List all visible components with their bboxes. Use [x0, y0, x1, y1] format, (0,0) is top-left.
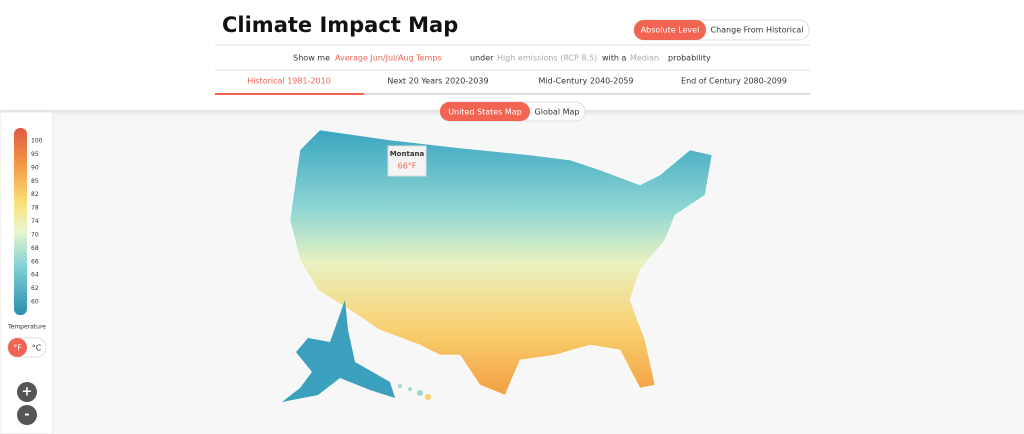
legend-label: 70 [31, 231, 39, 238]
label: with a [602, 54, 627, 63]
map-option[interactable]: Global Map [535, 108, 580, 117]
mode-option[interactable]: Change From Historical [710, 26, 803, 35]
unit-option[interactable]: °C [32, 344, 42, 353]
tabs: Historical 1981-2010 Next 20 Years 2020-2… [247, 77, 787, 86]
zoom-in-label[interactable]: + [22, 385, 33, 400]
tooltip-region: Montana [390, 150, 425, 158]
legend-label: 85 [31, 178, 39, 185]
map-active[interactable] [440, 102, 530, 121]
label: Show me [293, 54, 330, 63]
zoom-out[interactable] [17, 405, 37, 425]
tab[interactable]: Next 20 Years 2020-2039 [387, 77, 488, 86]
legend-label: 60 [31, 299, 39, 306]
label: under [470, 54, 494, 63]
dropdown[interactable]: Median [630, 54, 659, 63]
legend-label: 100 [31, 138, 43, 145]
legend-title: Temperature [7, 324, 46, 331]
legend-label: 78 [31, 205, 39, 212]
alaska[interactable] [282, 300, 395, 402]
legend-label: 66 [31, 258, 39, 265]
legend-label: 90 [31, 164, 39, 171]
legend: 100 95 90 85 82 78 74 70 68 66 64 62 60 [31, 138, 43, 306]
tooltip-value: 66°F [398, 162, 417, 171]
hawaii[interactable] [398, 384, 431, 400]
unit-active[interactable] [8, 338, 27, 357]
unit-option[interactable]: °F [13, 344, 22, 353]
legend-label: 95 [31, 151, 39, 158]
legend-label: 68 [31, 245, 39, 252]
legend-label: 74 [31, 218, 39, 225]
legend-label: 64 [31, 272, 39, 279]
tab[interactable]: End of Century 2080-2099 [681, 77, 787, 86]
header-bg [0, 0, 1024, 110]
legend-label: 62 [31, 285, 39, 292]
zoom-out-label[interactable]: - [24, 408, 29, 423]
zoom-in[interactable] [17, 382, 37, 402]
tab[interactable]: Mid-Century 2040-2059 [538, 77, 633, 86]
legend-label: 82 [31, 191, 39, 198]
legend-bar [14, 128, 27, 315]
dropdown[interactable]: High emissions (RCP 8.5) [497, 54, 597, 63]
mode-active[interactable] [634, 20, 706, 40]
map-option[interactable]: United States Map [448, 108, 522, 117]
us-map[interactable] [289, 129, 713, 396]
mode-option[interactable]: Absolute Level [641, 26, 700, 35]
label: probability [668, 54, 711, 63]
tab[interactable]: Historical 1981-2010 [247, 77, 331, 86]
dropdown[interactable]: Average Jun/Jul/Aug Temps [335, 54, 442, 63]
tooltip [387, 145, 427, 177]
title: Climate Impact Map [222, 13, 458, 37]
